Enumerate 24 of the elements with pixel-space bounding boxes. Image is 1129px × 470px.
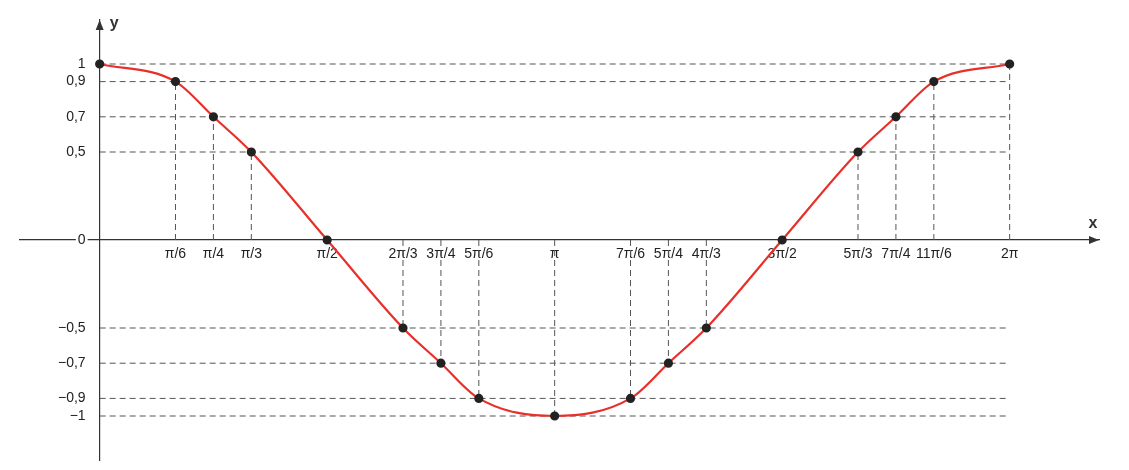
x-tick-label: 11π/6 [915, 245, 952, 262]
y-tick-label: 0,9 [66, 72, 86, 89]
y-tick-label: 0 [77, 230, 86, 247]
y-tick-label: −0,5 [58, 318, 86, 335]
x-tick-label: 5π/3 [843, 245, 873, 262]
y-axis-title: y [109, 14, 119, 32]
x-tick-label: π/3 [240, 245, 263, 262]
y-tick-label: 0,7 [66, 107, 86, 124]
y-tick-label: 1 [77, 54, 86, 71]
x-tick-label: π/4 [202, 245, 225, 262]
x-tick-label: 4π/3 [691, 245, 722, 262]
x-tick-label: 3π/4 [426, 245, 456, 262]
y-tick-label: −1 [69, 406, 86, 423]
x-tick-label: π/6 [164, 245, 187, 262]
x-tick-label: 2π [1000, 245, 1019, 262]
x-tick-label: 2π/3 [388, 245, 418, 262]
x-tick-label: π [549, 245, 560, 262]
x-tick-label: 5π/4 [653, 245, 684, 262]
y-tick-label: −0,7 [58, 354, 86, 371]
x-axis-title: x [1088, 214, 1098, 232]
y-tick-label: 0,5 [66, 142, 86, 159]
y-tick-label: −0,9 [58, 389, 86, 406]
x-tick-label: 5π/6 [464, 245, 494, 262]
x-tick-label: 7π/4 [881, 245, 911, 262]
